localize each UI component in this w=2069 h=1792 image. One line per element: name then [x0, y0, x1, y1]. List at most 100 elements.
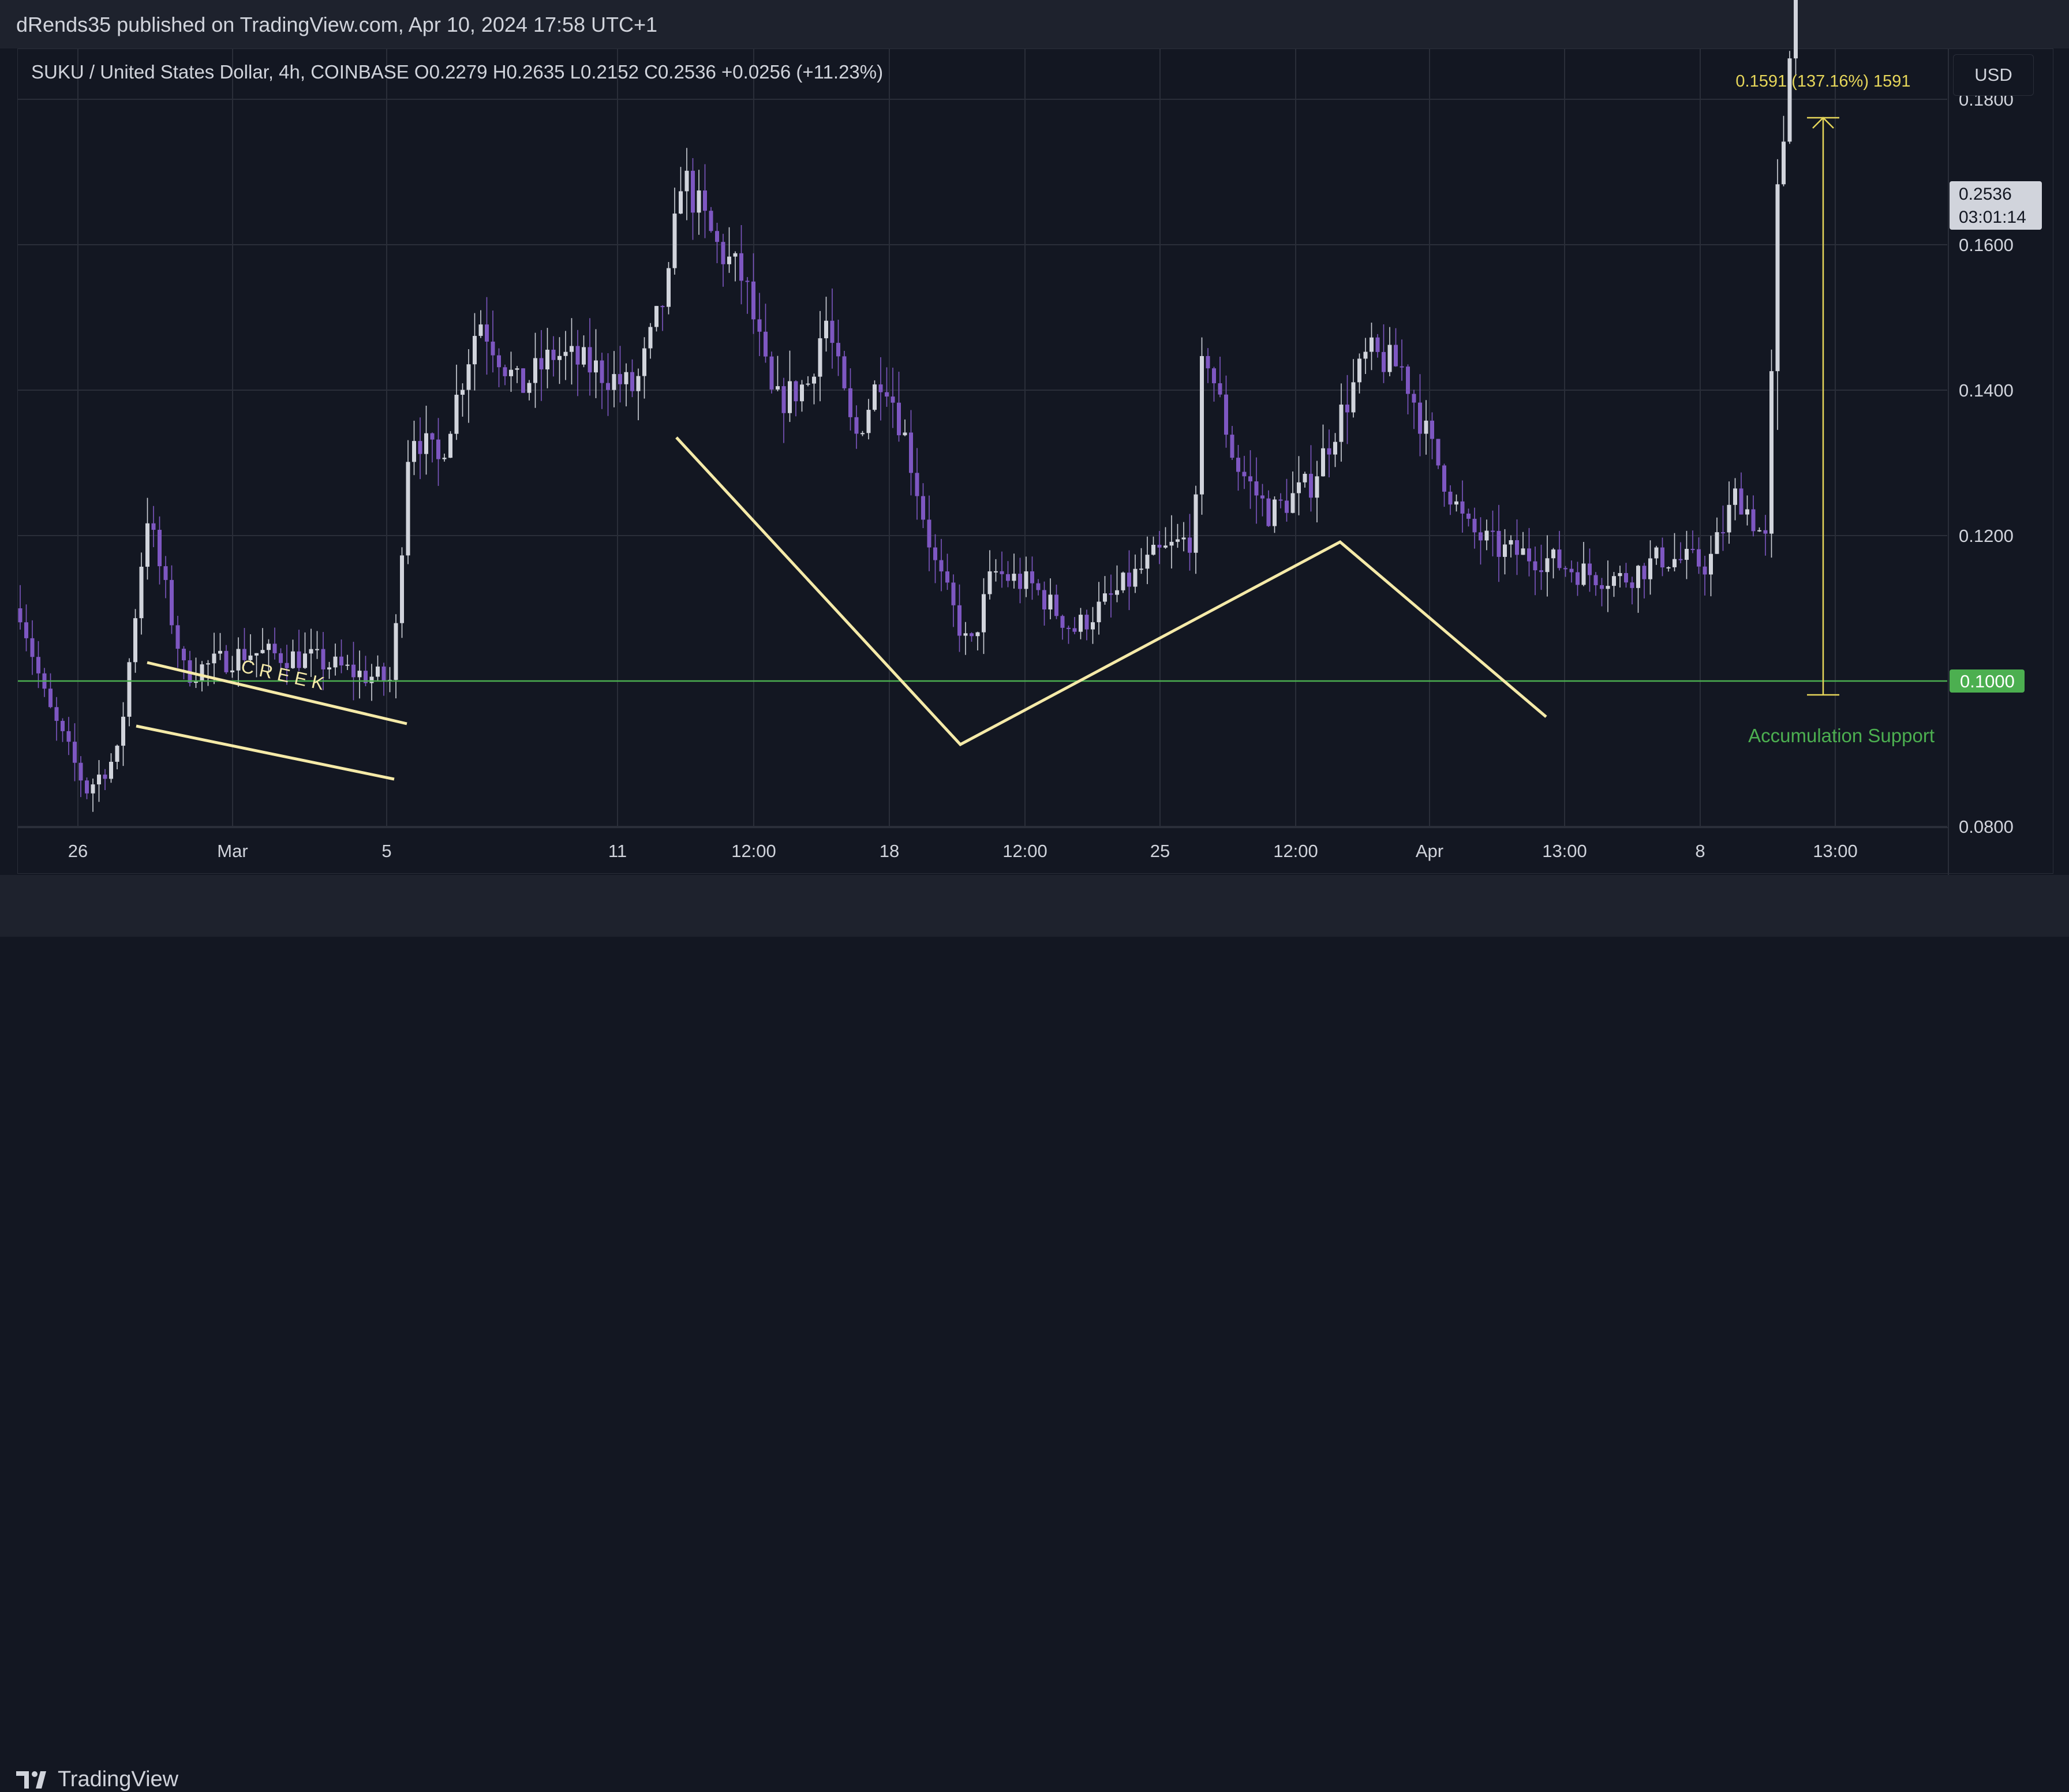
candle-body — [1012, 574, 1016, 581]
support-price-value: 0.1000 — [1960, 671, 2015, 691]
candle — [1709, 536, 1713, 597]
creek-channel-lower[interactable] — [136, 724, 395, 781]
candle — [267, 639, 271, 674]
candle — [509, 351, 513, 392]
candle-body — [1103, 593, 1107, 602]
candle — [873, 380, 877, 411]
candle-body — [1757, 530, 1761, 532]
candle-body — [1230, 435, 1234, 458]
candle-body — [1127, 573, 1131, 587]
time-axis[interactable]: 26 Mar 5 11 12:00 18 12:00 25 12:00 Apr 13:00 8 13:0… — [68, 841, 1858, 861]
candle-body — [660, 306, 665, 308]
candle — [466, 349, 471, 423]
candle-body — [1703, 566, 1707, 575]
candle-body — [97, 775, 101, 785]
candle — [1012, 553, 1016, 589]
candle — [1006, 561, 1010, 588]
candle-body — [1727, 504, 1731, 533]
candle — [612, 351, 616, 407]
price-chart[interactable]: Accumulation Support CREEK 0.1591 (137.1… — [0, 0, 2069, 875]
candle-body — [842, 356, 847, 388]
candle-body — [745, 280, 750, 282]
trend-zigzag-1[interactable] — [675, 436, 1547, 747]
candle — [727, 227, 731, 273]
candle-body — [1315, 476, 1319, 498]
candle — [1357, 353, 1361, 394]
candle-body — [1248, 476, 1252, 482]
candle-body — [1775, 184, 1780, 372]
candle — [975, 631, 980, 650]
candle-body — [1018, 574, 1022, 589]
grid — [18, 48, 1947, 827]
tradingview-logo[interactable]: TradingView — [16, 1767, 178, 1792]
candle — [1769, 349, 1774, 558]
candle-body — [1751, 509, 1756, 532]
x-tick-label: 13:00 — [1542, 841, 1587, 861]
candle — [1600, 578, 1604, 607]
candle — [145, 497, 149, 580]
candle-body — [679, 191, 683, 214]
candle — [333, 644, 338, 676]
candle-body — [200, 664, 204, 681]
candle-body — [630, 372, 634, 391]
price-axis[interactable]: 0.08000.12000.14000.16000.18000.20000.22… — [1959, 0, 2014, 837]
candle — [994, 559, 998, 582]
candle — [1084, 609, 1089, 641]
candle — [781, 377, 786, 443]
candle-body — [963, 633, 968, 636]
candle-body — [836, 343, 840, 357]
candle — [757, 293, 762, 356]
candle — [1290, 471, 1295, 514]
candle-body — [381, 666, 386, 681]
candle — [218, 633, 222, 660]
candle — [1745, 495, 1749, 526]
creek-channel-upper[interactable] — [147, 661, 407, 725]
x-tick-label: 12:00 — [1002, 841, 1047, 861]
candle — [109, 753, 113, 783]
candle-body — [1484, 530, 1489, 541]
candle — [1685, 530, 1689, 579]
x-tick-label: 8 — [1695, 841, 1705, 861]
candle-body — [279, 653, 283, 663]
candle — [515, 365, 519, 383]
candle-body — [806, 383, 810, 385]
candle — [1048, 578, 1053, 620]
candle-body — [218, 650, 222, 654]
candle — [1606, 560, 1610, 612]
candle-body — [1424, 420, 1428, 434]
candle-body — [1442, 465, 1446, 492]
candle — [866, 399, 871, 440]
candle — [1787, 51, 1792, 144]
candle-body — [267, 644, 271, 650]
y-tick-label: 0.1200 — [1959, 526, 2014, 546]
candle — [1624, 563, 1628, 588]
candle-body — [588, 347, 592, 373]
candle-body — [78, 762, 83, 781]
candle-body — [1769, 371, 1774, 534]
currency-button[interactable]: USD — [1953, 54, 2034, 96]
candle — [400, 547, 404, 638]
candle — [1515, 519, 1519, 575]
candle-body — [1606, 586, 1610, 589]
candle — [260, 628, 265, 654]
candle-body — [794, 381, 798, 402]
candle — [1060, 615, 1065, 640]
candle — [776, 356, 780, 391]
candle — [30, 620, 35, 675]
candle-body — [812, 376, 816, 384]
candle-body — [1612, 576, 1616, 586]
candle — [1345, 375, 1349, 444]
candle-body — [1430, 420, 1434, 439]
candle-body — [1569, 568, 1574, 573]
candle-body — [103, 775, 107, 779]
candle — [351, 642, 356, 701]
candle — [1539, 544, 1543, 590]
candle-body — [109, 761, 113, 779]
candle-body — [1157, 544, 1162, 548]
candle-body — [24, 622, 28, 638]
candle-body — [1163, 545, 1168, 548]
candle — [1503, 529, 1507, 575]
candle-body — [545, 349, 549, 370]
candle — [539, 330, 544, 401]
candle — [115, 745, 119, 770]
